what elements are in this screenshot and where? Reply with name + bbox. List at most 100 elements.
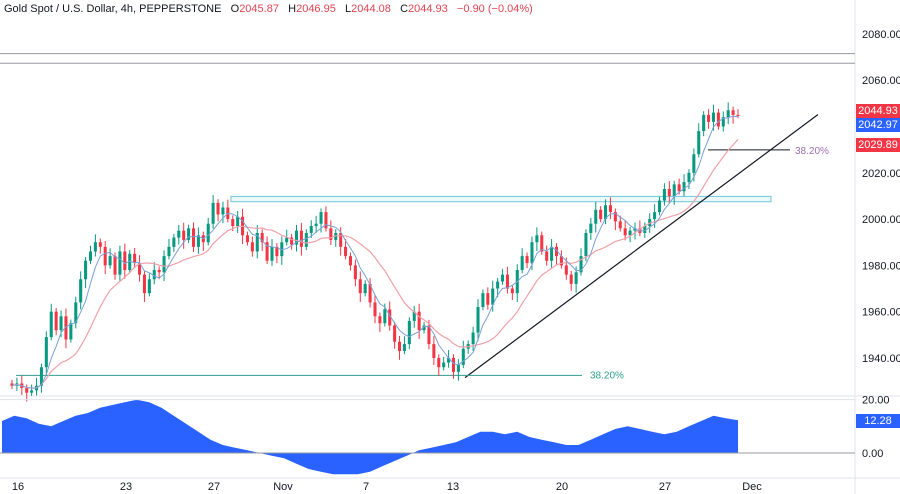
candle-body [643, 226, 647, 233]
candle-body [604, 205, 608, 220]
candle-body [358, 279, 362, 294]
time-tick-label: 7 [363, 481, 369, 493]
candle-body [633, 228, 637, 231]
candle-body [447, 357, 451, 363]
candle-body [476, 307, 480, 333]
candle-body [236, 216, 240, 227]
candle-body [545, 251, 549, 261]
candle-body [540, 235, 544, 252]
candle-body [569, 274, 573, 284]
candle-body [324, 212, 328, 229]
candle-body [275, 246, 279, 257]
candle-body [221, 207, 225, 215]
moving-averages [11, 115, 739, 389]
candle-body [687, 172, 691, 183]
candle-body [456, 364, 460, 372]
candle-body [682, 182, 686, 192]
price-tick-label: 1940.00 [862, 353, 900, 365]
price-tick-label: 1980.00 [862, 260, 900, 272]
time-tick-label: Dec [742, 481, 762, 493]
candle-body [373, 302, 377, 317]
candle-body [172, 237, 176, 247]
candle-body [74, 302, 78, 324]
open-value: 2045.87 [239, 3, 279, 15]
candle-body [49, 311, 53, 338]
candle-body [79, 279, 83, 303]
candle-body [520, 256, 524, 270]
candle-body [422, 325, 426, 331]
candle-body [550, 246, 554, 261]
moving-average-slow [11, 138, 739, 389]
candle-body [402, 344, 406, 352]
candle-body [525, 256, 529, 264]
candle-body [142, 274, 146, 294]
candle-body [564, 265, 568, 275]
candle-body [69, 323, 73, 340]
candle-body [177, 230, 181, 238]
candle-body [579, 256, 583, 273]
candle-body [304, 232, 308, 247]
time-tick-label: 27 [208, 481, 220, 493]
candle-body [255, 232, 259, 252]
ma-slow-price-tag: 2029.89 [856, 138, 900, 152]
candle-body [726, 110, 730, 118]
candle-body [657, 200, 662, 213]
candle-body [344, 246, 348, 257]
price-tick-label: 2020.00 [862, 168, 900, 180]
candle-body [162, 256, 166, 273]
candle-body [299, 230, 303, 247]
candle-body [736, 114, 740, 116]
candle-body [231, 219, 235, 227]
candle-body [677, 184, 681, 192]
candle-body [613, 212, 617, 222]
high-value: 2046.95 [296, 3, 336, 15]
candle-body [294, 230, 299, 245]
candle-body [618, 221, 622, 229]
candle-body [648, 219, 652, 227]
low-label: L [345, 3, 352, 15]
candle-body [103, 246, 107, 266]
candle-body [123, 251, 127, 270]
candle-body [250, 242, 254, 252]
candle-body [711, 112, 715, 122]
candle-body [608, 205, 612, 213]
time-tick-label: 13 [447, 481, 459, 493]
candle-body [412, 311, 416, 321]
chart-legend: Gold Spot / U.S. Dollar, 4h, PEPPERSTONE… [4, 3, 533, 15]
ma-fast-price-tag: 2042.97 [856, 118, 900, 132]
candle-body [716, 112, 720, 127]
candle-body [510, 288, 514, 294]
candle-body [398, 341, 402, 352]
candle-body [501, 274, 505, 282]
change-value: −0.90 (−0.04%) [456, 3, 533, 15]
candle-body [628, 230, 632, 236]
low-value: 2044.08 [351, 3, 391, 15]
candle-body [702, 114, 706, 132]
candle-body [707, 114, 711, 122]
time-tick-label: 23 [120, 481, 132, 493]
candle-body [128, 253, 132, 270]
price-tick-label: 1960.00 [862, 307, 900, 319]
candle-body [84, 260, 88, 280]
candle-body [64, 316, 68, 340]
candle-body [309, 226, 313, 233]
candle-body [623, 228, 627, 236]
candle-body [383, 309, 387, 324]
candle-body [138, 263, 142, 275]
candle-body [88, 251, 93, 261]
candle-body [471, 332, 475, 345]
oscillator-tick-label: 0.00 [862, 448, 883, 460]
candle-body [44, 337, 48, 368]
candle-body [432, 344, 436, 358]
open-label: O [230, 3, 240, 15]
oscillator-value-tag: 12.28 [856, 414, 900, 428]
candle-body [559, 256, 563, 266]
price-tick-label: 2000.00 [862, 214, 900, 226]
candle-body [265, 242, 269, 261]
candle-body [437, 357, 441, 368]
close-value: 2044.93 [408, 3, 448, 15]
candle-body [697, 131, 701, 155]
candle-body [584, 232, 588, 257]
moving-average-fast [11, 115, 739, 389]
